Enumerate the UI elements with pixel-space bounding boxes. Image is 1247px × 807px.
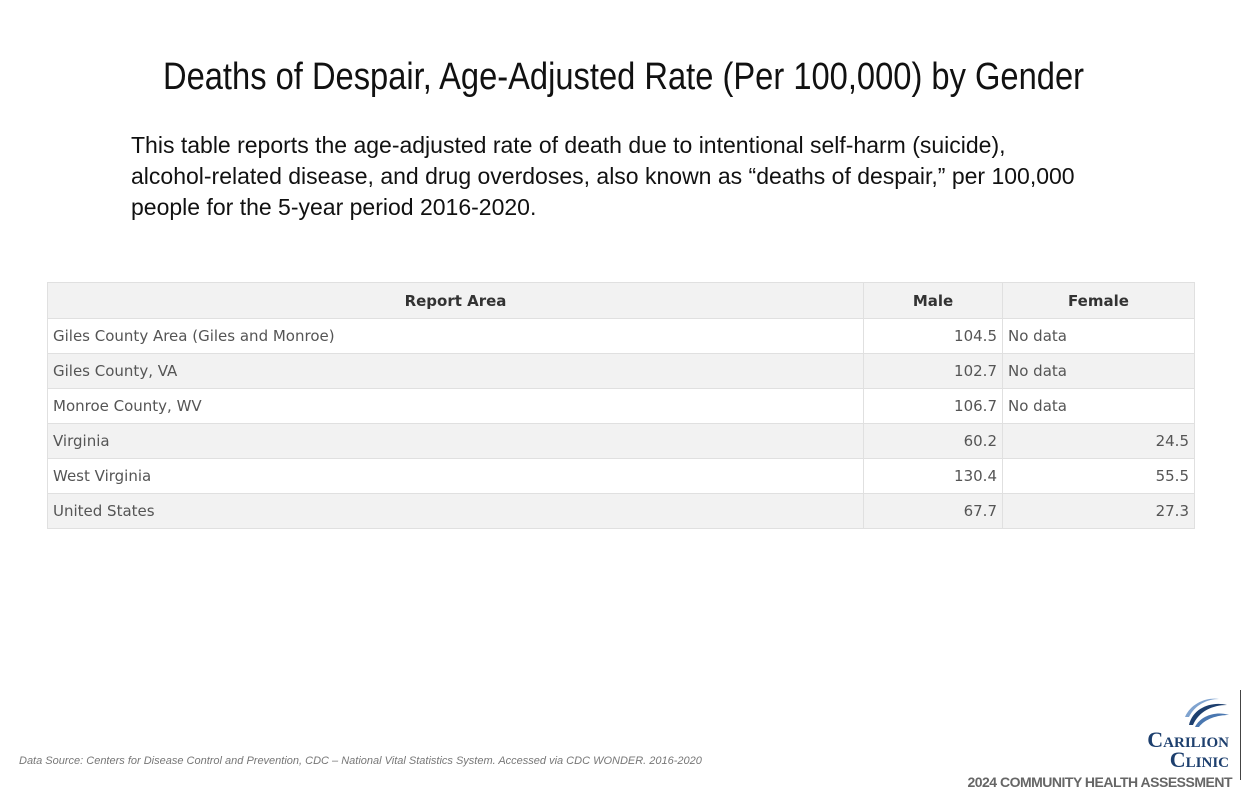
table-cell: United States — [47, 493, 864, 529]
table-cell: Monroe County, WV — [47, 388, 864, 424]
logo-swoosh — [1195, 713, 1229, 727]
table-cell: 67.7 — [863, 493, 1003, 529]
logo-text: Carilion — [1147, 727, 1229, 752]
logo: Carilion Clinic — [1147, 727, 1229, 772]
table-row: United States 67.7 27.3 — [47, 493, 1195, 529]
data-table: Report Area Male Female Giles County Are… — [47, 282, 1195, 529]
table-cell: 27.3 — [1002, 493, 1195, 529]
column-header: Report Area — [47, 282, 864, 319]
header-row: Report Area Male Female — [47, 282, 1195, 319]
table-cell: 104.5 — [863, 318, 1003, 354]
table-cell: No data — [1002, 388, 1195, 424]
table-row: Monroe County, WV 106.7 No data — [47, 388, 1195, 424]
source-note: Data Source: Centers for Disease Control… — [19, 755, 702, 767]
table-cell: 55.5 — [1002, 458, 1195, 494]
table-cell: Giles County Area (Giles and Monroe) — [47, 318, 864, 354]
logo-swoosh — [1189, 703, 1227, 725]
column-header: Male — [863, 282, 1003, 319]
tagline: 2024 COMMUNITY HEALTH ASSESSMENT — [967, 774, 1232, 790]
table-body: Giles County Area (Giles and Monroe) 104.… — [47, 318, 1195, 529]
table-cell: 24.5 — [1002, 423, 1195, 459]
table-cell: Virginia — [47, 423, 864, 459]
table-row: Virginia 60.2 24.5 — [47, 423, 1195, 459]
table-row: Giles County Area (Giles and Monroe) 104.… — [47, 318, 1195, 354]
logo-icon — [1185, 698, 1229, 727]
description: This table reports the age-adjusted rate… — [131, 132, 1075, 220]
table-row: Giles County, VA 102.7 No data — [47, 353, 1195, 389]
column-header: Female — [1002, 282, 1195, 319]
logo-swoosh — [1185, 698, 1219, 717]
title: Deaths of Despair, Age-Adjusted Rate (Pe… — [162, 56, 1085, 98]
divider — [1240, 690, 1241, 780]
table-cell: Giles County, VA — [47, 353, 864, 389]
table-cell: 106.7 — [863, 388, 1003, 424]
table-cell: No data — [1002, 353, 1195, 389]
table-cell: No data — [1002, 318, 1195, 354]
table-cell: West Virginia — [47, 458, 864, 494]
table-cell: 130.4 — [863, 458, 1003, 494]
table-row: West Virginia 130.4 55.5 — [47, 458, 1195, 494]
logo-text: Clinic — [1169, 747, 1229, 772]
table-cell: 60.2 — [863, 423, 1003, 459]
table-cell: 102.7 — [863, 353, 1003, 389]
